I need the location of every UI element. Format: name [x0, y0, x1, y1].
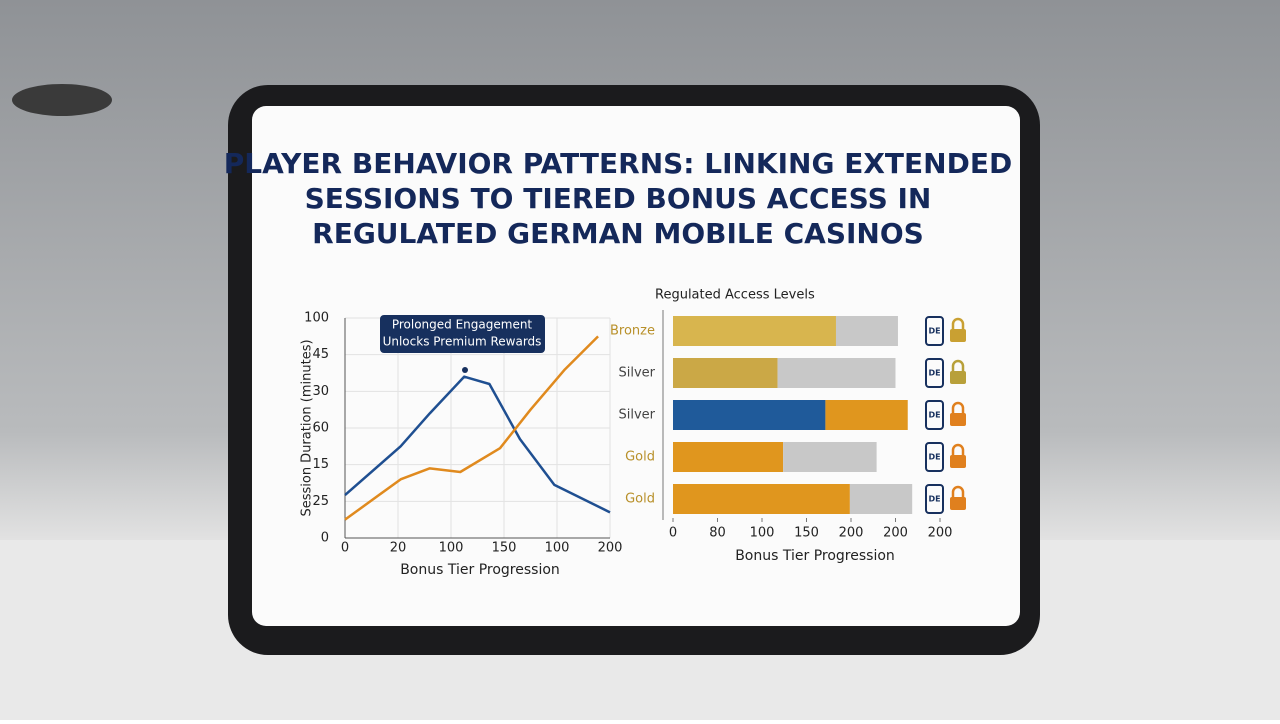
y-tick-label: 25 [312, 494, 329, 509]
y-tick-label: 30 [312, 384, 329, 399]
lock-shackle [951, 359, 965, 371]
phone-icon [925, 358, 944, 388]
x-tick-label: 100 [439, 541, 464, 556]
x-tick-label: 20 [390, 541, 407, 556]
bar-segment [849, 484, 913, 514]
title-line: SESSIONS TO TIERED BONUS ACCESS IN [305, 182, 932, 215]
bar-segment [825, 400, 908, 430]
bar-segment [673, 316, 836, 346]
x-tick-label: 200 [839, 526, 864, 541]
series-line [344, 375, 611, 514]
lock-shackle [951, 485, 965, 497]
chart-title: Regulated Access Levels [655, 288, 815, 303]
category-label: Silver [618, 408, 655, 423]
bar-segment [673, 358, 778, 388]
y-tick-label: 45 [312, 347, 329, 362]
series-line [344, 335, 599, 521]
phone-icon [925, 442, 944, 472]
bar-segment [783, 442, 877, 472]
lock-shackle [951, 443, 965, 455]
bar-segment [673, 484, 850, 514]
lock-body [950, 413, 966, 426]
phone-icon-label: DE [928, 411, 940, 420]
x-tick-label: 150 [794, 526, 819, 541]
phone-icon-label: DE [928, 327, 940, 336]
x-tick-label: 200 [598, 541, 623, 556]
lock-body [950, 329, 966, 342]
phone-icon [925, 316, 944, 346]
x-tick-label: 100 [750, 526, 775, 541]
phone-icon [925, 484, 944, 514]
annotation-box [380, 315, 545, 353]
phone-icon-label: DE [928, 369, 940, 378]
lock-shackle [951, 317, 965, 329]
lock-body [950, 455, 966, 468]
bar-segment [673, 400, 826, 430]
x-tick-label: 150 [492, 541, 517, 556]
x-tick-label: 200 [883, 526, 908, 541]
x-tick-label: 0 [669, 526, 677, 541]
x-axis-label: Bonus Tier Progression [735, 548, 895, 564]
bar-segment [777, 358, 896, 388]
lock-shackle [951, 401, 965, 413]
bar-segment [835, 316, 898, 346]
y-tick-label: 15 [312, 457, 329, 472]
annotation-text: Prolonged Engagement [392, 318, 533, 332]
category-label: Gold [625, 450, 655, 465]
phone-icon [925, 400, 944, 430]
x-tick-label: 80 [709, 526, 726, 541]
y-tick-label: 0 [321, 531, 329, 546]
bar-segment [673, 442, 784, 472]
annotation-dot [462, 367, 468, 373]
x-tick-label: 0 [341, 541, 349, 556]
y-tick-label: 60 [312, 421, 329, 436]
y-tick-label: 100 [304, 311, 329, 326]
lamp [12, 84, 112, 116]
phone-icon-label: DE [928, 495, 940, 504]
x-tick-label: 200 [928, 526, 953, 541]
lock-body [950, 371, 966, 384]
category-label: Silver [618, 366, 655, 381]
phone-icon-label: DE [928, 453, 940, 462]
y-axis-label: Session Duration (minutes) [300, 339, 315, 516]
x-tick-label: 100 [545, 541, 570, 556]
lock-body [950, 497, 966, 510]
title-line: REGULATED GERMAN MOBILE CASINOS [312, 217, 924, 250]
x-axis-label: Bonus Tier Progression [400, 562, 560, 578]
category-label: Gold [625, 492, 655, 507]
category-label: Bronze [610, 324, 655, 339]
title-line: PLAYER BEHAVIOR PATTERNS: LINKING EXTEND… [224, 147, 1012, 180]
annotation-text: Unlocks Premium Rewards [383, 335, 542, 349]
